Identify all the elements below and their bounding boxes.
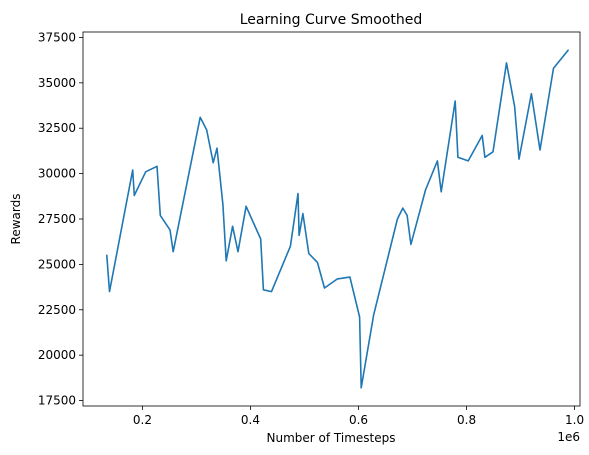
series-line-rewards (106, 49, 569, 389)
x-tick-label: 1.0 (565, 413, 584, 427)
x-tick-label: 0.8 (457, 413, 476, 427)
y-tick-label: 22500 (38, 303, 76, 317)
y-tick-label: 30000 (38, 167, 76, 181)
y-tick-label: 27500 (38, 212, 76, 226)
y-axis-label: Rewards (9, 194, 23, 245)
axes: 0.2 0.4 0.6 0.8 1.0 17500 20000 22500 25000 27500… (38, 30, 584, 427)
y-tick-label: 35000 (38, 76, 76, 90)
x-tick-label: 0.6 (349, 413, 368, 427)
x-axis-label: Number of Timesteps (267, 431, 396, 445)
chart-title: Learning Curve Smoothed (240, 12, 423, 28)
y-tick-label: 20000 (38, 348, 76, 362)
x-tick-label: 0.2 (133, 413, 152, 427)
plot-frame (82, 31, 581, 407)
y-tick-label: 17500 (38, 394, 76, 408)
x-axis-offset-label: 1e6 (557, 430, 580, 444)
y-tick-label: 32500 (38, 121, 76, 135)
y-tick-label: 37500 (38, 30, 76, 44)
y-tick-label: 25000 (38, 257, 76, 271)
x-tick-label: 0.4 (241, 413, 260, 427)
